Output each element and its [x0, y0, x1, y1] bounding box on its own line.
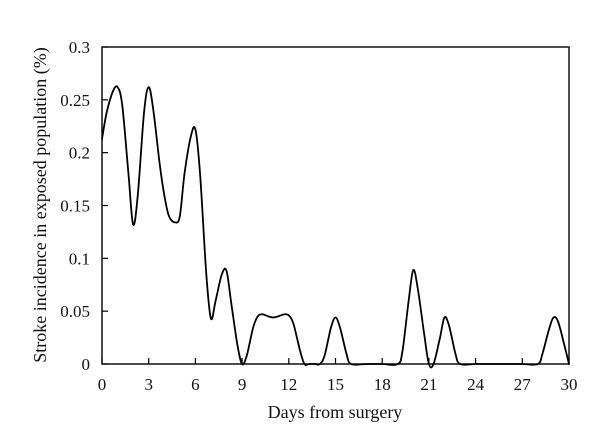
y-tick-label: 0.25 [60, 91, 90, 110]
y-axis-title: Stroke incidence in exposed population (… [30, 47, 51, 362]
x-tick-label: 24 [467, 375, 485, 394]
x-tick-label: 3 [144, 375, 153, 394]
y-tick-label: 0.3 [69, 38, 90, 57]
y-tick-label: 0.1 [69, 249, 90, 268]
series-group [101, 85, 570, 369]
x-tick-label: 30 [561, 375, 578, 394]
axis-ticks-group [101, 46, 570, 365]
x-tick-label: 6 [191, 375, 200, 394]
y-tick-label: 0.05 [60, 302, 90, 321]
x-tick-label: 21 [420, 375, 437, 394]
x-tick-label: 18 [374, 375, 391, 394]
incidence-series-line [101, 85, 570, 369]
y-tick-label: 0.15 [60, 197, 90, 216]
y-tick-label: 0.2 [69, 144, 90, 163]
plot-frame [101, 46, 570, 365]
x-tick-label: 15 [327, 375, 344, 394]
x-tick-label: 0 [98, 375, 107, 394]
plot-frame-group [101, 46, 570, 365]
x-tick-label: 27 [514, 375, 532, 394]
y-tick-label: 0 [82, 355, 91, 374]
tick-labels-group: 0 3 6 9 12 15 18 21 24 27 30 0 0.05 0.1 0.15 0.2 0.25 0.3 [60, 38, 577, 394]
x-tick-label: 9 [238, 375, 247, 394]
x-tick-label: 12 [280, 375, 297, 394]
x-axis-title: Days from surgery [268, 402, 403, 422]
